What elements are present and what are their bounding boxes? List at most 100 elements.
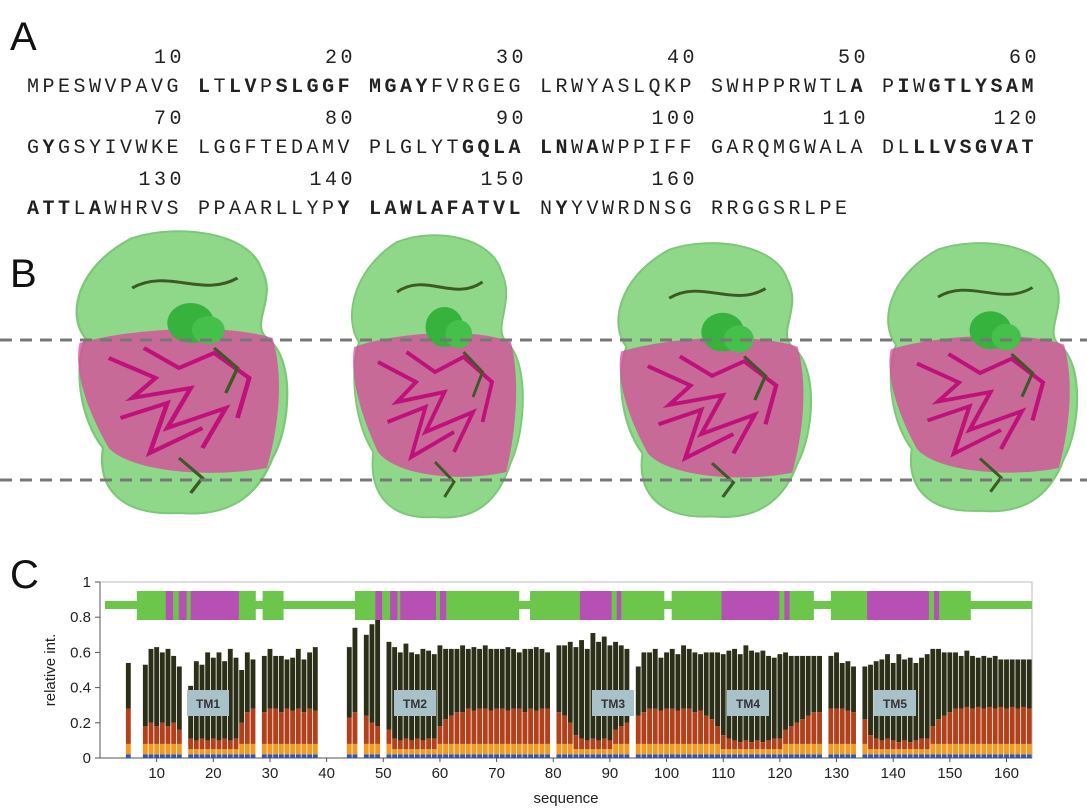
bar-segment: [817, 744, 822, 755]
residue-number: 150: [480, 169, 527, 192]
x-tick-label: 100: [654, 765, 679, 782]
bar-segment: [1010, 744, 1015, 755]
bar-segment: [664, 744, 669, 755]
helix-highlight: [179, 591, 187, 620]
residue-number: 60: [1009, 47, 1040, 70]
residue-number: 40: [667, 47, 698, 70]
residue-run: LLVSGVAT: [913, 137, 1037, 160]
bar-segment: [647, 744, 652, 755]
y-axis-label: relative int.: [42, 634, 59, 707]
residue-run: LRWYASLQKP: [540, 76, 695, 99]
bar-segment: [942, 754, 947, 758]
bar-segment: [777, 739, 782, 750]
bar-segment: [517, 744, 522, 755]
bar-segment: [721, 654, 726, 735]
bar-segment: [149, 649, 154, 723]
bar-segment: [313, 710, 318, 743]
residue-number: 140: [309, 169, 356, 192]
helix-highlight: [191, 591, 239, 620]
bar-segment: [302, 712, 307, 744]
helix-highlight: [617, 591, 622, 620]
bar-segment: [1015, 744, 1020, 755]
bar-segment: [245, 754, 250, 758]
bar-segment: [794, 656, 799, 723]
bar-segment: [511, 649, 516, 709]
bar-segment: [398, 740, 403, 749]
bar-segment: [732, 749, 737, 754]
protein-structure: [888, 243, 1077, 511]
bar-segment: [273, 744, 278, 755]
bar-segment: [976, 707, 981, 744]
bar-segment: [936, 719, 941, 744]
bar-segment: [285, 659, 290, 708]
bar-segment: [942, 716, 947, 744]
bar-segment: [619, 744, 624, 755]
bar-segment: [438, 645, 443, 726]
bar-segment: [177, 730, 182, 744]
bar-segment: [647, 754, 652, 758]
bar-segment: [205, 749, 210, 754]
bar-segment: [794, 744, 799, 755]
x-tick-label: 20: [205, 765, 222, 782]
residue-run: W: [571, 137, 587, 160]
bar-segment: [902, 740, 907, 749]
residue-run: LAWLAFATVL: [369, 198, 524, 221]
bar-segment: [239, 744, 244, 755]
bar-segment: [398, 754, 403, 758]
bar-segment: [443, 744, 448, 755]
bar-segment: [364, 744, 369, 755]
bar-segment: [885, 754, 890, 758]
bar-segment: [981, 709, 986, 744]
bar-segment: [602, 754, 607, 758]
bar-segment: [585, 749, 590, 754]
residue-run: L: [74, 198, 90, 221]
bar-segment: [715, 754, 720, 758]
residue-run: LGGFTEDAMV: [198, 137, 353, 160]
bar-segment: [438, 754, 443, 758]
bar-segment: [149, 744, 154, 755]
bar-segment: [160, 723, 165, 744]
bar-segment: [681, 709, 686, 744]
bar-segment: [500, 709, 505, 744]
bar-segment: [568, 642, 573, 723]
bar-segment: [925, 754, 930, 758]
bar-segment: [987, 658, 992, 707]
bar-segment: [353, 754, 358, 758]
bar-segment: [375, 726, 380, 744]
bar-segment: [200, 739, 205, 750]
bar-segment: [539, 754, 544, 758]
bar-segment: [817, 754, 822, 758]
bar-segment: [443, 754, 448, 758]
residue-run: Y: [338, 198, 354, 221]
bar-segment: [687, 744, 692, 755]
bar-segment: [279, 744, 284, 755]
bar-segment: [353, 712, 358, 744]
bar-segment: [387, 730, 392, 744]
bar-segment: [726, 739, 731, 750]
bar-segment: [970, 709, 975, 744]
residue-run: RRGGSRLPE: [711, 198, 851, 221]
bar-segment: [845, 710, 850, 743]
bar-segment: [211, 739, 216, 750]
bar-segment: [290, 710, 295, 743]
bar-segment: [177, 754, 182, 758]
bar-segment: [658, 754, 663, 758]
bar-segment: [296, 754, 301, 758]
bar-segment: [874, 749, 879, 754]
residue-run: GSYIVWKE: [58, 137, 182, 160]
x-tick-label: 50: [375, 765, 392, 782]
residue-run: A: [89, 198, 105, 221]
bar-segment: [976, 754, 981, 758]
bar-segment: [874, 754, 879, 758]
bar-segment: [936, 754, 941, 758]
bar-segment: [251, 754, 256, 758]
bar-segment: [624, 754, 629, 758]
bar-segment: [681, 744, 686, 755]
bar-segment: [913, 754, 918, 758]
bar-segment: [387, 744, 392, 755]
bar-segment: [290, 658, 295, 711]
bar-segment: [636, 754, 641, 758]
bar-segment: [647, 652, 652, 708]
bar-segment: [681, 645, 686, 708]
y-tick-label: 0.2: [70, 715, 91, 732]
